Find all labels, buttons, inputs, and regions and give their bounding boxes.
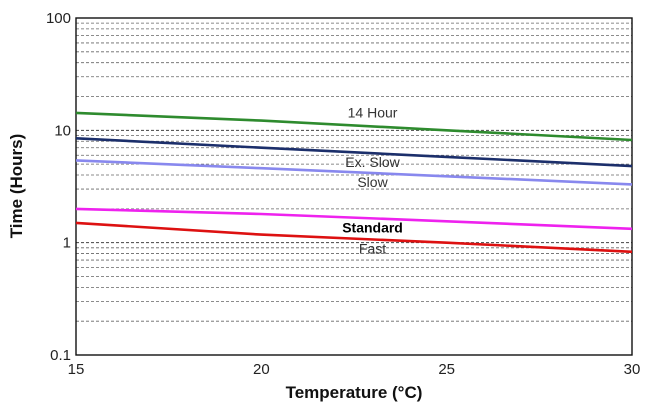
x-tick-label: 15 xyxy=(68,361,85,378)
series-lines xyxy=(75,111,633,254)
series-line-0 xyxy=(75,111,633,142)
series-line-2 xyxy=(75,159,633,186)
x-tick-label: 20 xyxy=(253,361,270,378)
grid xyxy=(76,22,632,322)
series-label-0: 14 Hour xyxy=(348,104,398,120)
plot-frame xyxy=(75,17,633,356)
series-line-4 xyxy=(75,221,633,254)
series-label-4: Fast xyxy=(359,240,386,256)
x-axis-title: Temperature (°C) xyxy=(286,383,423,402)
x-tick-labels: 15 20 25 30 xyxy=(68,361,641,378)
series-line-3 xyxy=(75,207,633,231)
x-tick-label: 25 xyxy=(438,361,455,378)
series-line-1 xyxy=(75,137,633,168)
series-label-1: Ex. Slow xyxy=(345,154,400,170)
x-tick-label: 30 xyxy=(624,361,641,378)
series-label-2: Slow xyxy=(357,174,388,190)
y-tick-label: 1 xyxy=(63,235,71,252)
y-tick-labels: 0.1 1 10 100 xyxy=(46,10,71,364)
y-tick-label: 0.1 xyxy=(50,347,71,364)
y-axis-title: Time (Hours) xyxy=(7,134,26,239)
y-tick-label: 10 xyxy=(54,122,71,139)
series-labels: 14 Hour Ex. Slow Slow Standard Fast xyxy=(342,104,403,256)
y-tick-label: 100 xyxy=(46,10,71,27)
series-label-3: Standard xyxy=(342,219,403,235)
